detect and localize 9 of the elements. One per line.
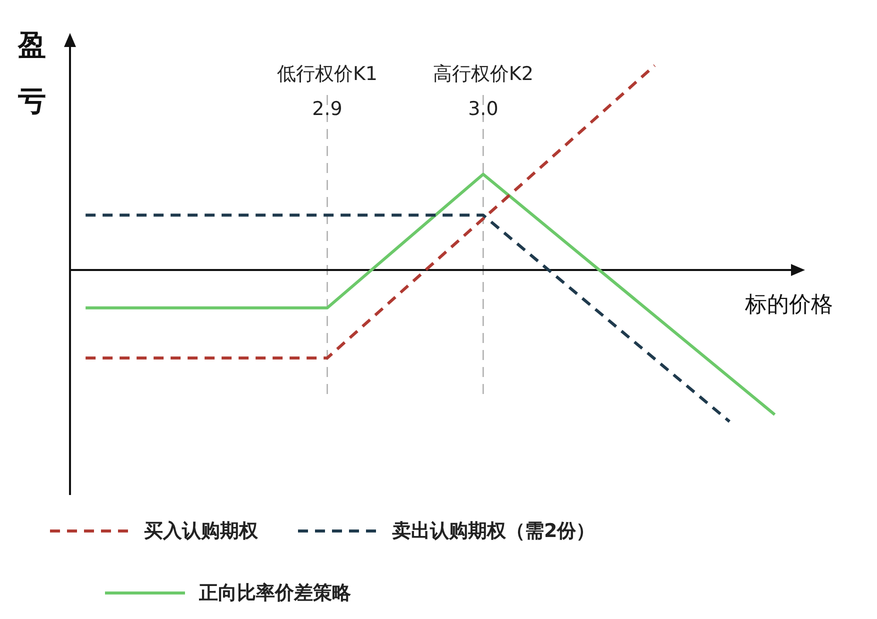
ref-line-label: 低行权价K1 — [276, 62, 378, 85]
legend-label: 正向比率价差策略 — [199, 581, 351, 606]
legend-label: 买入认购期权 — [144, 519, 258, 544]
x-axis-title: 标的价格 — [744, 292, 833, 318]
ref-line-label: 高行权价K2 — [432, 62, 534, 85]
x-tick-label: 3.0 — [468, 98, 498, 120]
x-tick-label: 2.9 — [312, 98, 342, 120]
legend-label: 卖出认购期权（需2份） — [392, 519, 596, 544]
y-axis-title: 盈亏 — [17, 28, 46, 118]
